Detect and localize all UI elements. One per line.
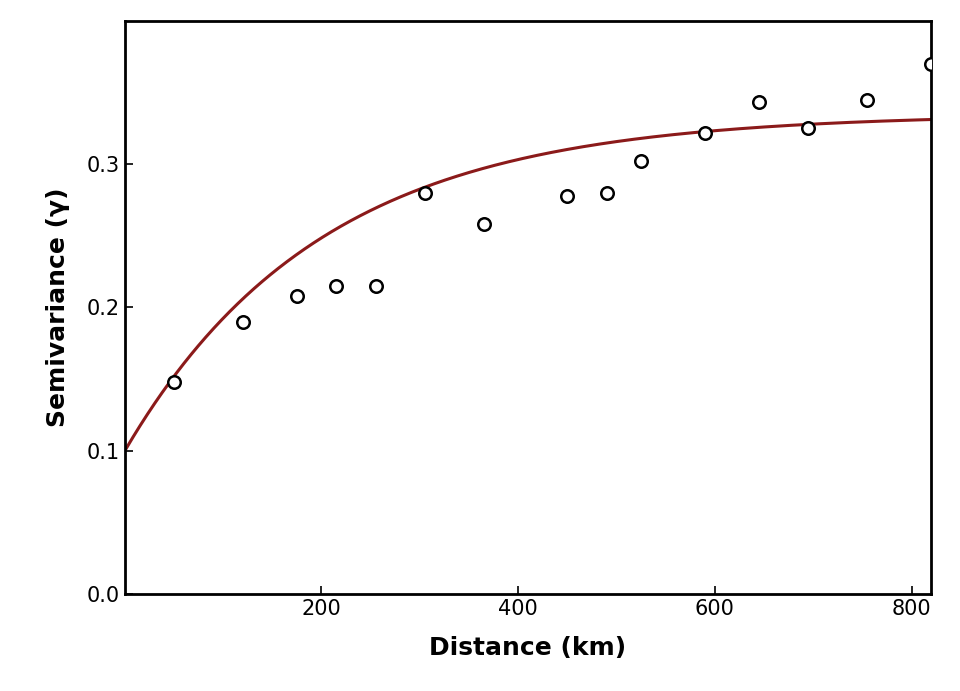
Point (166, 377, 181, 388)
X-axis label: Distance (km): Distance (km) (429, 636, 627, 660)
Point (599, 187, 614, 198)
Point (859, 94, 875, 105)
Point (289, 290, 304, 301)
Point (924, 58, 939, 69)
Point (368, 281, 383, 292)
Point (752, 97, 767, 108)
Point (235, 316, 251, 328)
Point (476, 219, 492, 230)
Point (697, 127, 712, 138)
Point (328, 281, 344, 292)
Point (560, 190, 575, 201)
Point (801, 123, 816, 134)
Y-axis label: Semivariance (γ): Semivariance (γ) (46, 188, 70, 427)
Point (417, 187, 432, 198)
Point (634, 155, 649, 167)
